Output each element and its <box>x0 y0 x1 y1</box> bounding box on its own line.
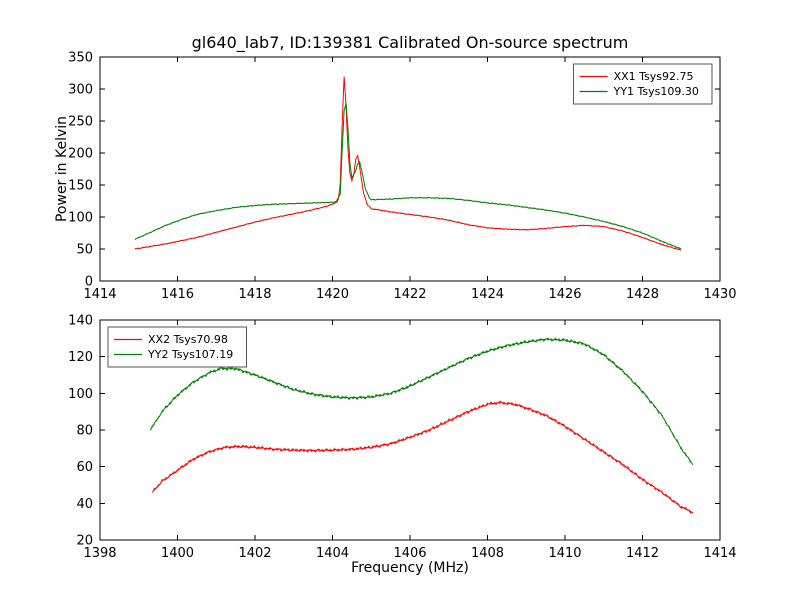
x-tick-label: 1412 <box>626 546 659 561</box>
legend-label: YY1 Tsys109.30 <box>613 85 699 98</box>
legend-label: YY2 Tsys107.19 <box>147 348 233 361</box>
y-tick-label: 0 <box>85 275 93 290</box>
y-tick-label: 120 <box>68 350 93 365</box>
y-tick-label: 150 <box>68 179 93 194</box>
series-line-xx1 <box>134 76 682 251</box>
legend-label: XX1 Tsys92.75 <box>614 70 694 83</box>
y-axis-label: Power in Kelvin <box>54 115 70 223</box>
y-tick-label: 50 <box>76 243 93 258</box>
y-tick-label: 80 <box>76 424 93 439</box>
x-tick-label: 1408 <box>471 546 504 561</box>
x-tick-label: 1414 <box>83 287 116 302</box>
y-tick-label: 40 <box>76 497 93 512</box>
x-tick-label: 1430 <box>703 287 736 302</box>
y-tick-label: 20 <box>76 534 93 549</box>
y-tick-label: 60 <box>76 460 93 475</box>
x-tick-label: 1402 <box>238 546 271 561</box>
x-tick-label: 1418 <box>238 287 271 302</box>
subplot-1: 1398 1400 1402 1404 1406 1408 1410 1412 1414 20 40… <box>68 314 736 562</box>
legend: XX2 Tsys70.98 YY2 Tsys107.19 <box>107 326 247 368</box>
x-axis-label: Frequency (MHz) <box>351 560 469 576</box>
chart-title: gl640_lab7, ID:139381 Calibrated On-sour… <box>191 33 629 52</box>
y-tick-label: 140 <box>68 314 93 329</box>
subplot-0: 1414 1416 1418 1420 1422 1424 1426 1428 1430 0 50 1… <box>68 51 736 303</box>
x-tick-label: 1426 <box>548 287 581 302</box>
y-tick-label: 250 <box>68 115 93 130</box>
x-tick-label: 1424 <box>471 287 504 302</box>
series-line-yy2 <box>149 337 694 466</box>
x-tick-label: 1410 <box>548 546 581 561</box>
x-tick-label: 1416 <box>161 287 194 302</box>
x-tick-label: 1406 <box>393 546 426 561</box>
y-tick-label: 100 <box>68 211 93 226</box>
x-tick-label: 1404 <box>316 546 349 561</box>
legend-label: XX2 Tsys70.98 <box>148 333 228 346</box>
y-tick-label: 100 <box>68 387 93 402</box>
x-tick-label: 1422 <box>393 287 426 302</box>
x-tick-label: 1398 <box>83 546 116 561</box>
y-tick-label: 350 <box>68 51 93 66</box>
x-tick-label: 1428 <box>626 287 659 302</box>
x-tick-label: 1420 <box>316 287 349 302</box>
series-line-xx2 <box>151 400 694 515</box>
series-line-yy1 <box>134 102 682 250</box>
legend-box <box>573 63 713 105</box>
x-tick-label: 1414 <box>703 546 736 561</box>
legend-box <box>107 326 247 368</box>
x-tick-label: 1400 <box>161 546 194 561</box>
legend: XX1 Tsys92.75 YY1 Tsys109.30 <box>573 63 713 105</box>
y-tick-label: 200 <box>68 147 93 162</box>
y-tick-label: 300 <box>68 83 93 98</box>
